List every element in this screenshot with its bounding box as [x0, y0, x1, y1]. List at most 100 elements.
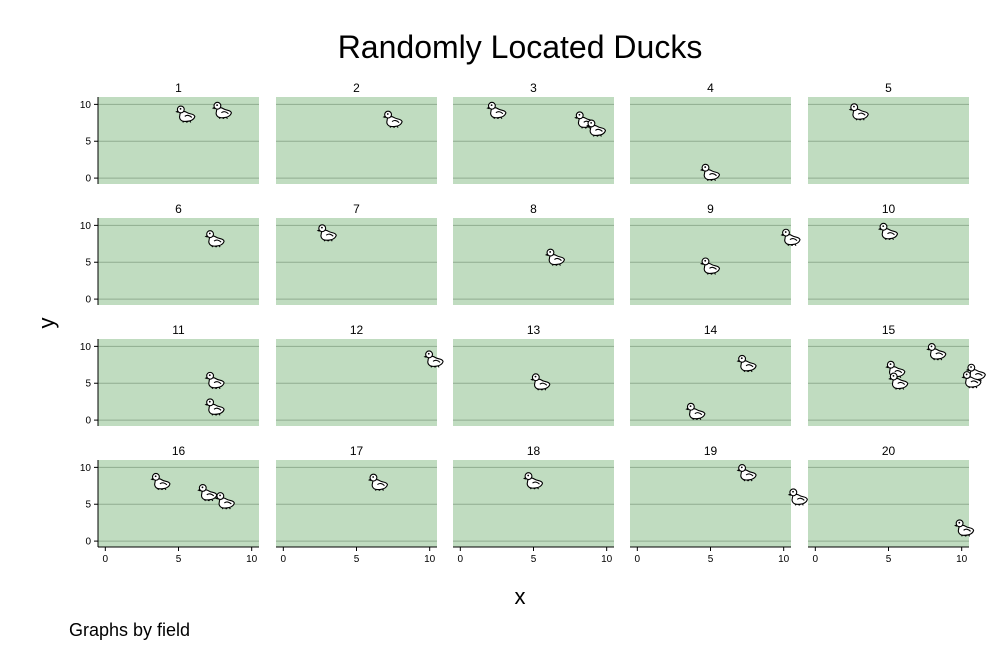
panel-9: 9	[630, 202, 801, 305]
panel-background	[453, 218, 614, 305]
x-tick-label: 5	[354, 554, 360, 565]
duck-point	[780, 228, 801, 246]
x-axis-title: x	[515, 584, 526, 609]
y-tick-label: 10	[80, 463, 92, 474]
y-tick-label: 10	[80, 221, 92, 232]
panel-background	[276, 339, 437, 426]
panel-label: 1	[175, 81, 182, 95]
duck-point	[523, 472, 544, 490]
duck-point	[736, 464, 757, 482]
panel-label: 19	[704, 444, 718, 458]
panel-13: 13	[453, 323, 614, 426]
x-tick-label: 10	[601, 554, 613, 565]
duck-point	[685, 402, 706, 421]
y-tick-label: 0	[85, 416, 91, 427]
y-tick-label: 0	[85, 295, 91, 306]
y-tick-label: 5	[85, 258, 91, 269]
panel-background	[276, 218, 437, 305]
panel-background	[630, 218, 791, 305]
panel-label: 5	[885, 81, 892, 95]
duck-point	[382, 110, 403, 128]
panel-background	[276, 97, 437, 184]
x-tick-label: 10	[246, 554, 258, 565]
panel-background	[276, 460, 437, 547]
panel-background	[453, 97, 614, 184]
panel-background	[630, 339, 791, 426]
panel-3: 3	[453, 81, 614, 184]
duck-point	[954, 519, 975, 537]
chart-title: Randomly Located Ducks	[338, 29, 703, 65]
duck-point	[150, 472, 171, 491]
panel-6: 6 0 5 10	[80, 202, 259, 306]
duck-point	[423, 350, 444, 368]
panel-label: 20	[882, 444, 896, 458]
duck-point	[486, 101, 507, 120]
x-tick-label: 0	[635, 554, 641, 565]
y-axis-title: y	[34, 318, 59, 329]
panel-8: 8	[453, 202, 614, 305]
panel-label: 17	[350, 444, 364, 458]
panel-label: 2	[353, 81, 360, 95]
x-tick-label: 10	[424, 554, 436, 565]
duck-point	[926, 343, 947, 361]
duck-point	[175, 105, 196, 123]
duck-point	[214, 492, 235, 510]
duck-point	[367, 473, 389, 491]
panel-5: 5	[808, 81, 969, 184]
duck-point	[204, 371, 225, 390]
y-tick-label: 10	[80, 342, 92, 353]
duck-point	[848, 103, 869, 121]
panel-label: 7	[353, 202, 360, 216]
duck-point	[961, 371, 982, 389]
panel-label: 18	[527, 444, 541, 458]
panel-background	[98, 460, 259, 547]
panel-background	[98, 218, 259, 305]
panel-label: 13	[527, 323, 541, 337]
panel-7: 7	[276, 202, 437, 305]
y-tick-label: 0	[85, 537, 91, 548]
panel-label: 9	[707, 202, 714, 216]
duck-point	[316, 224, 337, 242]
panel-background	[98, 339, 259, 426]
panel-label: 10	[882, 202, 896, 216]
panel-17: 17 0 5 10	[276, 444, 437, 565]
y-tick-label: 10	[80, 100, 92, 111]
duck-point	[204, 230, 225, 248]
y-tick-label: 5	[85, 500, 91, 511]
x-tick-label: 0	[103, 554, 109, 565]
duck-point	[204, 398, 225, 416]
x-tick-label: 0	[281, 554, 287, 565]
panel-label: 3	[530, 81, 537, 95]
panel-20: 20 0 5 10	[808, 444, 975, 565]
panel-label: 11	[172, 323, 185, 337]
x-tick-label: 5	[886, 554, 892, 565]
duck-point	[211, 101, 232, 120]
panel-label: 6	[175, 202, 182, 216]
duck-point	[787, 488, 808, 506]
panel-2: 2	[276, 81, 437, 184]
x-tick-label: 5	[531, 554, 537, 565]
panel-label: 12	[350, 323, 364, 337]
duck-point	[736, 354, 757, 373]
y-tick-label: 5	[85, 137, 91, 148]
duck-point	[530, 373, 551, 391]
x-tick-label: 5	[708, 554, 714, 565]
duck-point	[585, 119, 607, 137]
panel-10: 10	[808, 202, 969, 305]
duck-point	[700, 257, 721, 275]
x-tick-label: 5	[176, 554, 182, 565]
panel-background	[453, 460, 614, 547]
panel-background	[808, 460, 969, 547]
panel-18: 18 0 5 10	[453, 444, 614, 565]
panel-14: 14	[630, 323, 791, 426]
panel-15: 15	[808, 323, 986, 426]
panel-19: 19 0 5 10	[630, 444, 808, 565]
x-tick-label: 10	[956, 554, 968, 565]
x-tick-label: 0	[458, 554, 464, 565]
panel-label: 15	[882, 323, 896, 337]
panel-background	[630, 97, 791, 184]
panel-background	[808, 339, 969, 426]
